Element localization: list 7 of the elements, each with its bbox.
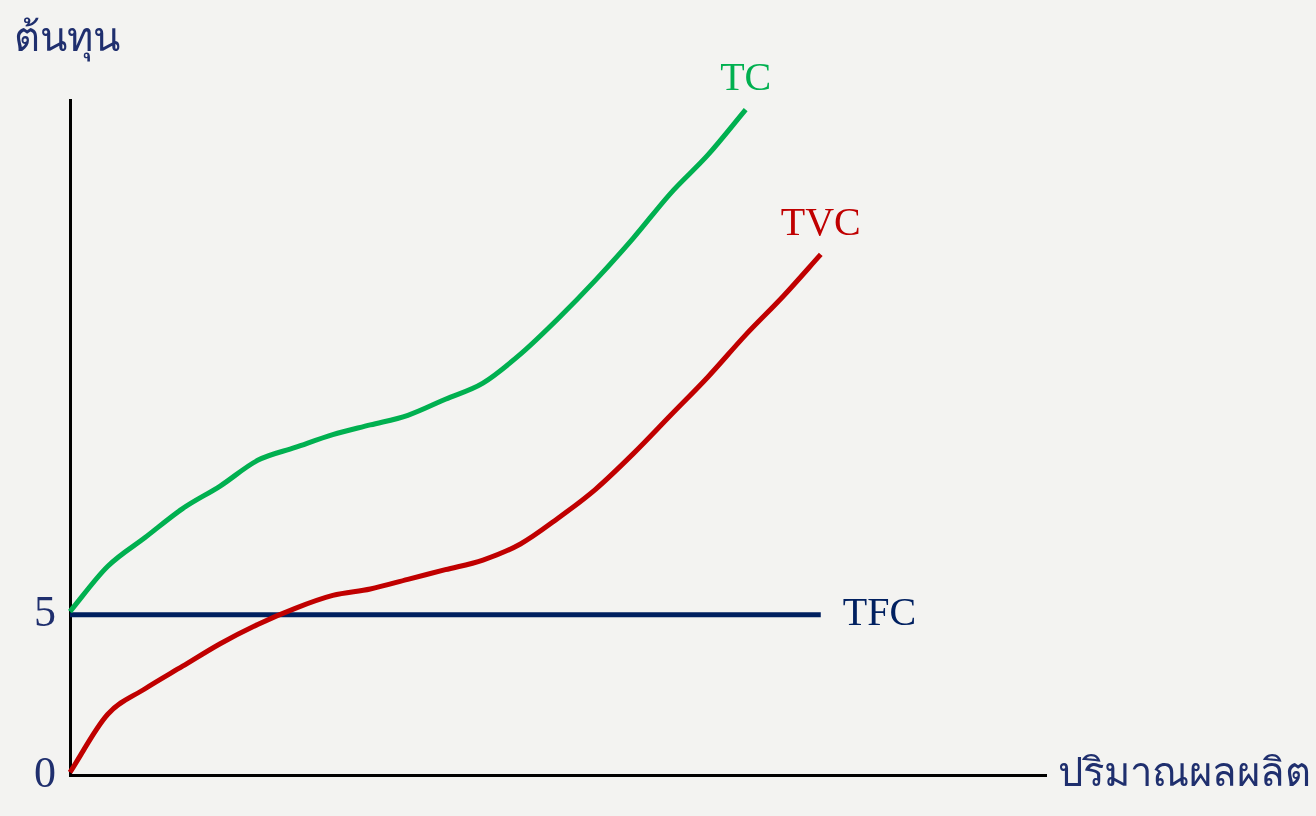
series-label: TFC: [842, 589, 917, 635]
y-tick-label: 5: [34, 587, 56, 637]
x-axis-title: ปริมาณผลผลิต: [1058, 750, 1311, 796]
y-tick-label: 0: [34, 748, 56, 798]
series-label: TC: [720, 54, 772, 100]
y-axis-title: ต้นทุน: [14, 14, 120, 62]
series-label: TVC: [780, 198, 861, 244]
